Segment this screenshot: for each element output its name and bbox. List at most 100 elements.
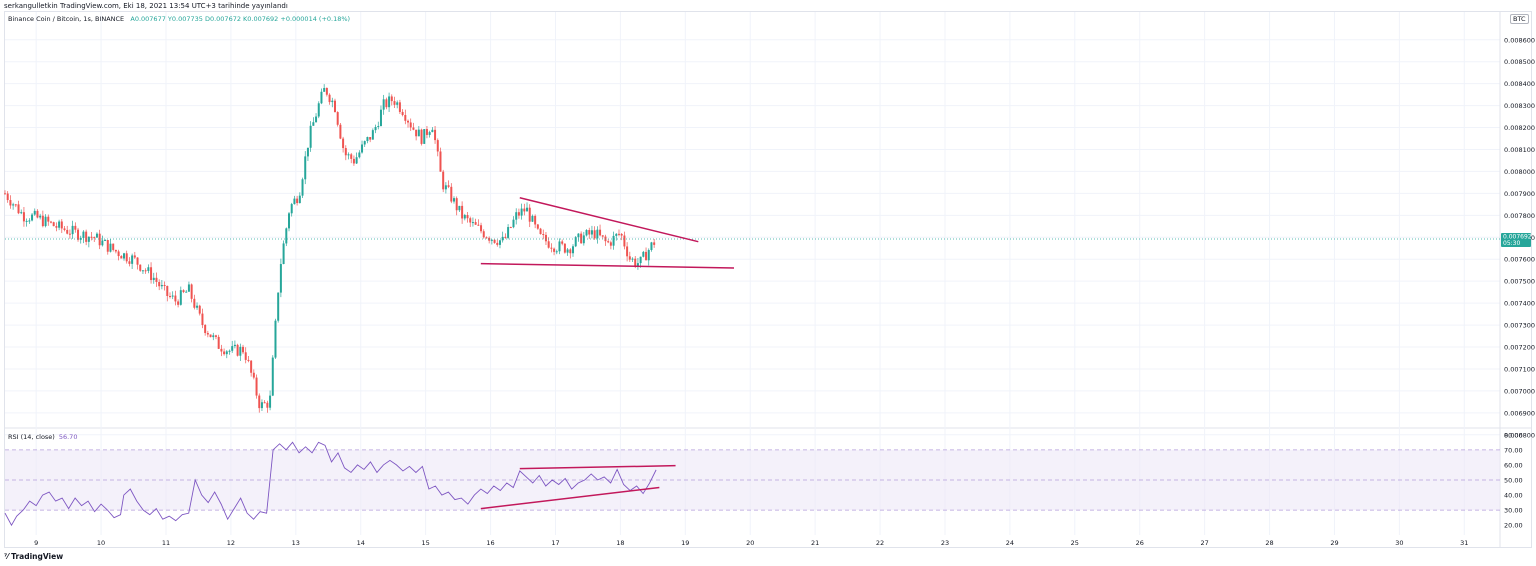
price-trendline: [519, 197, 699, 243]
time-axis: 9 10 11 12 13 14 15 16 17 18 19 20 21 22 23 24 25 26 27 28 2…: [34, 539, 1468, 547]
candle-body: [436, 140, 439, 152]
candle-body: [147, 267, 150, 271]
candle-body: [6, 193, 9, 201]
candle-body: [312, 122, 315, 126]
candle-body: [71, 225, 74, 235]
candle-body: [493, 239, 496, 243]
candle-body: [44, 216, 47, 227]
time-tick-label: 20: [746, 539, 754, 547]
candle-body: [293, 198, 296, 205]
price-tick-label: 0.006800: [1504, 431, 1535, 439]
candle-body: [206, 333, 209, 335]
candle-body: [352, 158, 355, 164]
candle-body: [439, 151, 442, 172]
candle-body: [409, 122, 412, 128]
time-tick-label: 14: [357, 539, 365, 547]
time-tick-label: 23: [941, 539, 949, 547]
candle-body: [331, 100, 334, 103]
time-tick-label: 10: [97, 539, 105, 547]
candle-body: [242, 346, 245, 353]
candle-body: [542, 234, 545, 236]
candle-body: [463, 215, 466, 219]
candle-body: [344, 148, 347, 156]
candle-body: [233, 344, 236, 347]
rsi-series-line: [4, 441, 657, 527]
candle-body: [617, 233, 620, 235]
rsi-tick-label: 20.00: [1504, 522, 1523, 530]
candle-body: [304, 156, 307, 180]
price-tick-label: 0.008300: [1504, 102, 1535, 110]
candle-body: [301, 179, 304, 196]
candle-body: [77, 229, 80, 240]
candle-body: [374, 126, 377, 131]
candle-body: [450, 186, 453, 202]
time-tick-label: 13: [292, 539, 300, 547]
candle-body: [236, 344, 239, 356]
candle-body: [361, 144, 364, 153]
candle-body: [555, 251, 558, 253]
candle-body: [323, 87, 326, 92]
candle-body: [379, 109, 382, 127]
ohlc-values: A0.007677 Y0.007735 D0.007672 K0.007692 …: [130, 15, 351, 23]
candle-body: [320, 91, 323, 104]
candle-body: [385, 99, 388, 108]
candle-body: [98, 233, 101, 246]
candle-body: [209, 334, 212, 338]
candle-body: [480, 225, 483, 232]
candle-body: [277, 292, 280, 321]
candle-body: [201, 313, 204, 325]
candle-body: [269, 395, 272, 408]
candle-body: [52, 222, 55, 227]
candle-body: [550, 247, 553, 249]
candle-body: [461, 205, 464, 219]
candle-body: [109, 243, 112, 252]
rsi-tick-label: 70.00: [1504, 446, 1523, 454]
time-tick-label: 15: [422, 539, 430, 547]
candle-body: [569, 249, 572, 254]
candle-body: [244, 352, 247, 360]
candle-body: [607, 241, 610, 243]
candle-body: [653, 242, 656, 245]
time-tick-label: 25: [1071, 539, 1079, 547]
candle-body: [158, 282, 161, 287]
candle-body: [160, 284, 163, 287]
candle-body: [247, 359, 250, 361]
candle-body: [382, 99, 385, 110]
candle-body: [274, 320, 277, 358]
candle-body: [260, 402, 263, 409]
time-tick-label: 31: [1460, 539, 1468, 547]
time-tick-label: 11: [162, 539, 170, 547]
candle-body: [60, 221, 63, 229]
candle-body: [512, 219, 515, 228]
time-tick-label: 28: [1265, 539, 1273, 547]
candle-body: [455, 198, 458, 211]
candle-body: [217, 336, 220, 349]
time-tick-label: 29: [1330, 539, 1338, 547]
currency-badge[interactable]: BTC: [1510, 14, 1529, 24]
candle-body: [104, 240, 107, 242]
price-tick-label: 0.007500: [1504, 278, 1535, 286]
footer-brand: ⁷⁄ TradingView: [4, 552, 63, 561]
candle-body: [577, 233, 580, 238]
candle-body: [325, 87, 328, 95]
candle-body: [634, 258, 637, 266]
candle-body: [279, 264, 282, 293]
price-trendline: [480, 262, 735, 269]
candle-body: [193, 298, 196, 308]
time-tick-label: 24: [1006, 539, 1014, 547]
candle-body: [639, 256, 642, 264]
candle-body: [179, 290, 182, 305]
time-tick-label: 30: [1395, 539, 1403, 547]
candle-body: [315, 116, 318, 123]
candle-body: [125, 253, 128, 262]
rsi-tick-label: 60.00: [1504, 461, 1523, 469]
trendlines: [480, 197, 735, 510]
candle-body: [523, 208, 526, 212]
price-tick-label: 0.007900: [1504, 190, 1535, 198]
candle-body: [17, 204, 20, 214]
candle-body: [93, 237, 96, 239]
candle-body: [404, 115, 407, 121]
candle-body: [74, 225, 77, 230]
